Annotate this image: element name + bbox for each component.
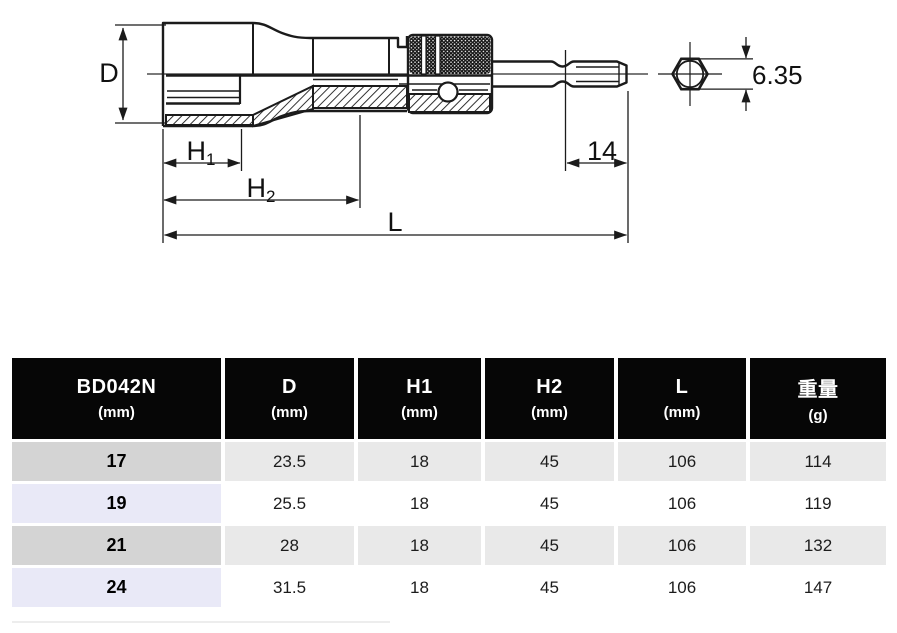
col-header-l-label: L [675,376,689,398]
dim-label-h1: H1 [181,137,221,168]
col-header-d: D (mm) [225,358,354,439]
cell-h1: 18 [358,442,481,481]
dim-label-h2-sub: 2 [266,187,276,206]
dim-line-h2 [163,115,361,208]
socket-bit-drawing [115,21,753,243]
cell-weight: 114 [750,442,886,481]
dim-label-h2-base: H [246,173,267,203]
cell-size: 19 [12,484,221,523]
cell-l: 106 [618,442,746,481]
col-header-d-unit: (mm) [271,404,308,421]
col-header-weight: 重量 (g) [750,358,886,439]
cell-l: 106 [618,526,746,565]
col-header-h2-label: H2 [536,376,563,398]
col-header-model-label: BD042N [76,376,157,398]
col-header-model: BD042N (mm) [12,358,221,439]
cell-weight: 119 [750,484,886,523]
cell-d: 23.5 [225,442,354,481]
dim-label-h1-sub: 1 [206,150,216,169]
col-header-h1-unit: (mm) [401,404,438,421]
col-header-h1-label: H1 [406,376,433,398]
dim-label-l: L [387,207,403,237]
col-header-d-label: D [282,376,297,398]
cell-weight: 147 [750,568,886,607]
cell-d: 28 [225,526,354,565]
hex-section-view [658,42,722,106]
cell-h2: 45 [485,568,614,607]
dim-line-tip [564,50,628,171]
cell-h1: 18 [358,568,481,607]
cell-h2: 45 [485,442,614,481]
col-header-h2: H2 (mm) [485,358,614,439]
dim-line-l [162,91,629,243]
detent-ball [399,81,490,103]
table-underline [12,621,390,623]
col-header-h2-unit: (mm) [531,404,568,421]
knurled-sleeve [406,33,494,115]
dim-label-d: D [99,58,119,88]
col-header-l: L (mm) [618,358,746,439]
spec-table: BD042N (mm) D (mm) H1 (mm) H2 (mm) L (mm… [12,358,886,607]
dim-label-6-35: 6.35 [752,60,803,90]
col-header-l-unit: (mm) [663,404,701,421]
dim-line-d [115,24,166,124]
dim-label-h2: H2 [241,174,281,205]
col-header-weight-label: 重量 [797,379,839,401]
cell-l: 106 [618,484,746,523]
cell-weight: 132 [750,526,886,565]
col-header-h1: H1 (mm) [358,358,481,439]
socket-body [161,21,409,128]
cell-l: 106 [618,568,746,607]
cell-size: 24 [12,568,221,607]
cell-d: 25.5 [225,484,354,523]
dim-label-14: 14 [586,136,618,166]
col-header-model-unit: (mm) [98,404,135,421]
col-header-weight-unit: (g) [808,407,828,424]
technical-drawing: D H1 H2 L 14 6.35 [99,21,803,243]
cell-size: 21 [12,526,221,565]
cell-size: 17 [12,442,221,481]
hex-shank [492,60,628,88]
cell-d: 31.5 [225,568,354,607]
cell-h2: 45 [485,526,614,565]
cell-h1: 18 [358,526,481,565]
cell-h2: 45 [485,484,614,523]
dim-label-h1-base: H [186,136,207,166]
section-hatching [165,84,408,128]
dim-line-h1 [163,129,243,171]
cell-h1: 18 [358,484,481,523]
dim-line-hex [699,37,753,111]
